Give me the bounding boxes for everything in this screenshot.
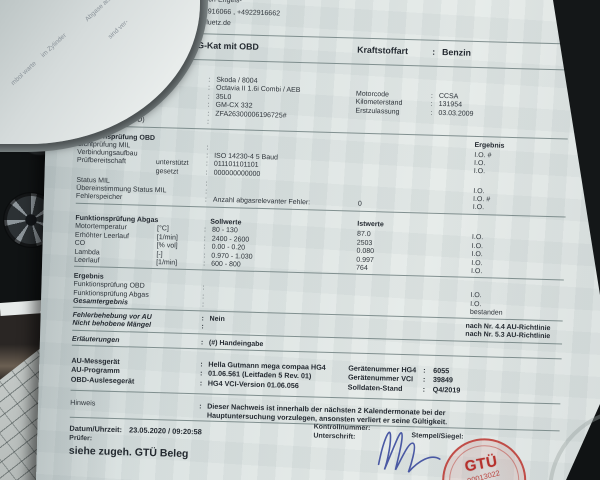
colon: :	[201, 315, 205, 323]
colon: :	[208, 75, 211, 84]
kraftstoffart-label: Kraftstoffart	[357, 44, 409, 56]
colon: :	[207, 93, 210, 101]
datum-value: 23.05.2020 / 09:20:58	[128, 425, 202, 437]
field-value: (#) Handeingabe	[208, 339, 264, 348]
fold-text: mbol warte	[9, 60, 38, 87]
colon: :	[423, 365, 426, 375]
colon: :	[206, 118, 210, 126]
column-header-ergebnis: Ergebnis	[474, 141, 505, 150]
colon: :	[422, 384, 426, 394]
colon: :	[422, 374, 426, 384]
colon: :	[432, 46, 436, 57]
field-value: 000000000000	[213, 169, 261, 178]
colon: :	[202, 284, 205, 292]
colon: :	[205, 160, 208, 168]
field-value: 03.03.2009	[438, 109, 474, 118]
field-label: Solldaten-Stand	[347, 382, 403, 393]
colon: :	[201, 323, 204, 331]
colon: :	[205, 169, 208, 177]
colon: :	[201, 301, 205, 309]
vehicle-right-block: Motorcode: CCSA Kilometerstand:131954 Ers…	[355, 90, 474, 119]
result-value: I.O.	[472, 204, 485, 212]
fold-text: sind ver-	[106, 18, 130, 41]
colon: :	[203, 260, 206, 268]
colon: :	[203, 235, 206, 243]
section-title: Ergebnis	[73, 273, 104, 281]
colon: :	[199, 368, 203, 378]
signature	[377, 431, 441, 473]
fold-text: im Zylinder	[39, 32, 68, 59]
gtue-beleg-note: siehe zugeh. GTÜ Beleg	[68, 444, 189, 460]
colon: :	[430, 92, 433, 100]
field-value: 6055	[433, 365, 450, 376]
colon: :	[202, 292, 205, 300]
field-sublabel: gesetzt	[155, 167, 179, 176]
field-label	[77, 165, 156, 175]
field-value: HG4 VCI-Version 01.06.056	[207, 378, 300, 390]
kraftstoffart-value: Benzin	[442, 46, 472, 58]
colon: :	[206, 152, 209, 160]
colon: :	[205, 188, 208, 196]
unit-label: [1/min]	[156, 259, 178, 267]
field-label: Erläuterungen	[71, 335, 120, 344]
colon: :	[207, 101, 210, 109]
colon: :	[200, 339, 204, 347]
colon: :	[430, 109, 433, 117]
result-value: I.O.	[471, 242, 484, 250]
section-ergebnis: Ergebnis Funktionsprüfung OBD: I.O. Funkt…	[73, 272, 564, 319]
colon: :	[204, 196, 207, 204]
colon: :	[203, 243, 206, 251]
result-value: I.O.	[473, 187, 485, 196]
colon: :	[207, 84, 211, 92]
field-value: Anzahl abgasrelevanter Fehler:	[212, 196, 311, 207]
datum-label: Datum/Uhrzeit:	[69, 423, 123, 435]
result-value: I.O.	[471, 251, 483, 259]
field-value: 39849	[432, 375, 454, 385]
colon: :	[206, 144, 209, 152]
field-label: Fehlerspeicher	[75, 192, 123, 202]
pruefer-label: Prüfer:	[69, 434, 93, 443]
unterschrift-label: Unterschrift:	[313, 432, 356, 441]
section-footer: Datum/Uhrzeit: 23.05.2020 / 09:20:58 Kon…	[66, 423, 559, 480]
soll-value: 600 - 800	[211, 260, 241, 269]
messprogramm-value: G-Kat mit OBD	[197, 39, 259, 52]
section-funktionspruefung-obd: Funktionsprüfung OBD Ergebnis Sichtprüfu…	[76, 132, 568, 215]
ist-value: 764	[355, 264, 368, 272]
result-value: I.O.	[471, 234, 484, 242]
colon: :	[203, 226, 207, 234]
result-value: I.O.	[471, 259, 483, 267]
fold-text: Abgase als	[83, 0, 113, 24]
error-count-value: 0	[357, 200, 362, 208]
colon: :	[203, 251, 206, 259]
colon: :	[430, 100, 433, 108]
inspection-report-document: : Friedrich-Engels- : +4922916066 , +492…	[34, 0, 600, 480]
result-value: I.O.	[470, 267, 483, 276]
column-header-istwerte: Istwerte	[357, 221, 384, 229]
colon: :	[205, 180, 208, 188]
colon: :	[207, 110, 210, 118]
gesamtergebnis-value: bestanden	[469, 308, 503, 317]
field-value: Q4/2019	[432, 384, 461, 395]
result-value: I.O.	[473, 168, 486, 176]
result-value: I.O.	[473, 160, 486, 168]
